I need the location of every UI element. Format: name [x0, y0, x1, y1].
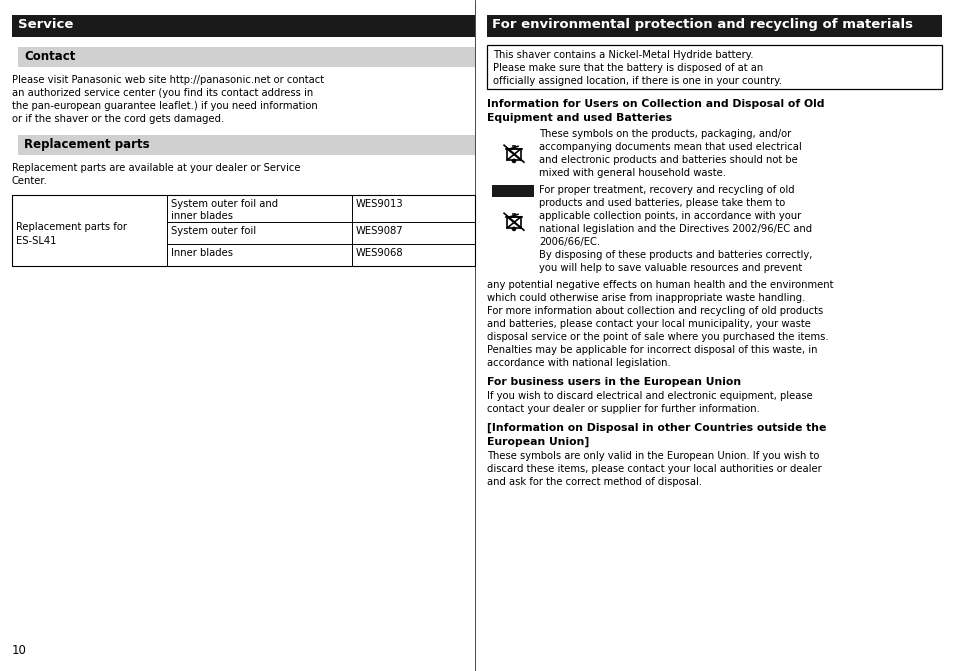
Text: WES9068: WES9068 [355, 248, 403, 258]
Bar [12, 15, 475, 37]
Text: discard these items, please contact your local authorities or dealer: discard these items, please contact your… [486, 464, 821, 474]
Text: WES9087: WES9087 [355, 226, 403, 236]
Text: you will help to save valuable resources and prevent: you will help to save valuable resources… [538, 263, 801, 273]
Text: 10: 10 [12, 644, 27, 657]
Text: disposal service or the point of sale where you purchased the items.: disposal service or the point of sale wh… [486, 332, 828, 342]
Text: System outer foil: System outer foil [171, 226, 255, 236]
Text: System outer foil and: System outer foil and [171, 199, 278, 209]
Text: Penalties may be applicable for incorrect disposal of this waste, in: Penalties may be applicable for incorrec… [486, 345, 817, 355]
Text: WES9013: WES9013 [355, 199, 403, 209]
Text: and batteries, please contact your local municipality, your waste: and batteries, please contact your local… [486, 319, 810, 329]
Bar [18, 135, 475, 155]
Text: inner blades: inner blades [171, 211, 233, 221]
Bar [18, 47, 475, 67]
Bar [12, 195, 475, 266]
Text: For proper treatment, recovery and recycling of old: For proper treatment, recovery and recyc… [538, 185, 794, 195]
Text: Replacement parts are available at your dealer or Service: Replacement parts are available at your … [12, 163, 300, 173]
Text: mixed with general household waste.: mixed with general household waste. [538, 168, 725, 178]
Bar [486, 45, 941, 89]
Text: For more information about collection and recycling of old products: For more information about collection an… [486, 306, 822, 316]
Bar [507, 217, 520, 228]
Text: For environmental protection and recycling of materials: For environmental protection and recycli… [492, 18, 912, 31]
Text: Please visit Panasonic web site http://panasonic.net or contact: Please visit Panasonic web site http://p… [12, 75, 324, 85]
Text: and electronic products and batteries should not be: and electronic products and batteries sh… [538, 155, 797, 165]
Bar [492, 185, 534, 197]
Text: national legislation and the Directives 2002/96/EC and: national legislation and the Directives … [538, 224, 811, 234]
Text: Replacement parts for: Replacement parts for [16, 223, 127, 232]
Text: applicable collection points, in accordance with your: applicable collection points, in accorda… [538, 211, 801, 221]
Text: For business users in the European Union: For business users in the European Union [486, 377, 740, 387]
Text: [Information on Disposal in other Countries outside the: [Information on Disposal in other Countr… [486, 423, 825, 433]
Text: ES-SL41: ES-SL41 [16, 236, 56, 246]
Text: officially assigned location, if there is one in your country.: officially assigned location, if there i… [493, 76, 781, 86]
Text: which could otherwise arise from inappropriate waste handling.: which could otherwise arise from inappro… [486, 293, 804, 303]
Text: If you wish to discard electrical and electronic equipment, please: If you wish to discard electrical and el… [486, 391, 812, 401]
Text: products and used batteries, please take them to: products and used batteries, please take… [538, 198, 784, 208]
Text: Contact: Contact [24, 50, 75, 63]
Text: These symbols on the products, packaging, and/or: These symbols on the products, packaging… [538, 129, 790, 139]
Text: Center.: Center. [12, 176, 48, 186]
Text: Please make sure that the battery is disposed of at an: Please make sure that the battery is dis… [493, 63, 762, 73]
Text: contact your dealer or supplier for further information.: contact your dealer or supplier for furt… [486, 404, 760, 414]
Bar [486, 15, 941, 37]
Text: By disposing of these products and batteries correctly,: By disposing of these products and batte… [538, 250, 812, 260]
Text: the pan-european guarantee leaflet.) if you need information: the pan-european guarantee leaflet.) if … [12, 101, 317, 111]
Circle shape [512, 159, 515, 162]
Text: any potential negative effects on human health and the environment: any potential negative effects on human … [486, 280, 833, 290]
Text: an authorized service center (you find its contact address in: an authorized service center (you find i… [12, 88, 313, 98]
Text: Inner blades: Inner blades [171, 248, 233, 258]
Text: or if the shaver or the cord gets damaged.: or if the shaver or the cord gets damage… [12, 114, 224, 124]
Bar [507, 149, 520, 160]
Text: accordance with national legislation.: accordance with national legislation. [486, 358, 670, 368]
Text: Service: Service [18, 18, 73, 31]
Text: 2006/66/EC.: 2006/66/EC. [538, 237, 599, 247]
Text: European Union]: European Union] [486, 437, 589, 448]
Text: accompanying documents mean that used electrical: accompanying documents mean that used el… [538, 142, 801, 152]
Text: This shaver contains a Nickel-Metal Hydride battery.: This shaver contains a Nickel-Metal Hydr… [493, 50, 753, 60]
Circle shape [512, 227, 515, 231]
Text: Replacement parts: Replacement parts [24, 138, 150, 151]
Text: Equipment and used Batteries: Equipment and used Batteries [486, 113, 672, 123]
Text: These symbols are only valid in the European Union. If you wish to: These symbols are only valid in the Euro… [486, 451, 819, 461]
Text: Information for Users on Collection and Disposal of Old: Information for Users on Collection and … [486, 99, 823, 109]
Text: and ask for the correct method of disposal.: and ask for the correct method of dispos… [486, 477, 701, 487]
